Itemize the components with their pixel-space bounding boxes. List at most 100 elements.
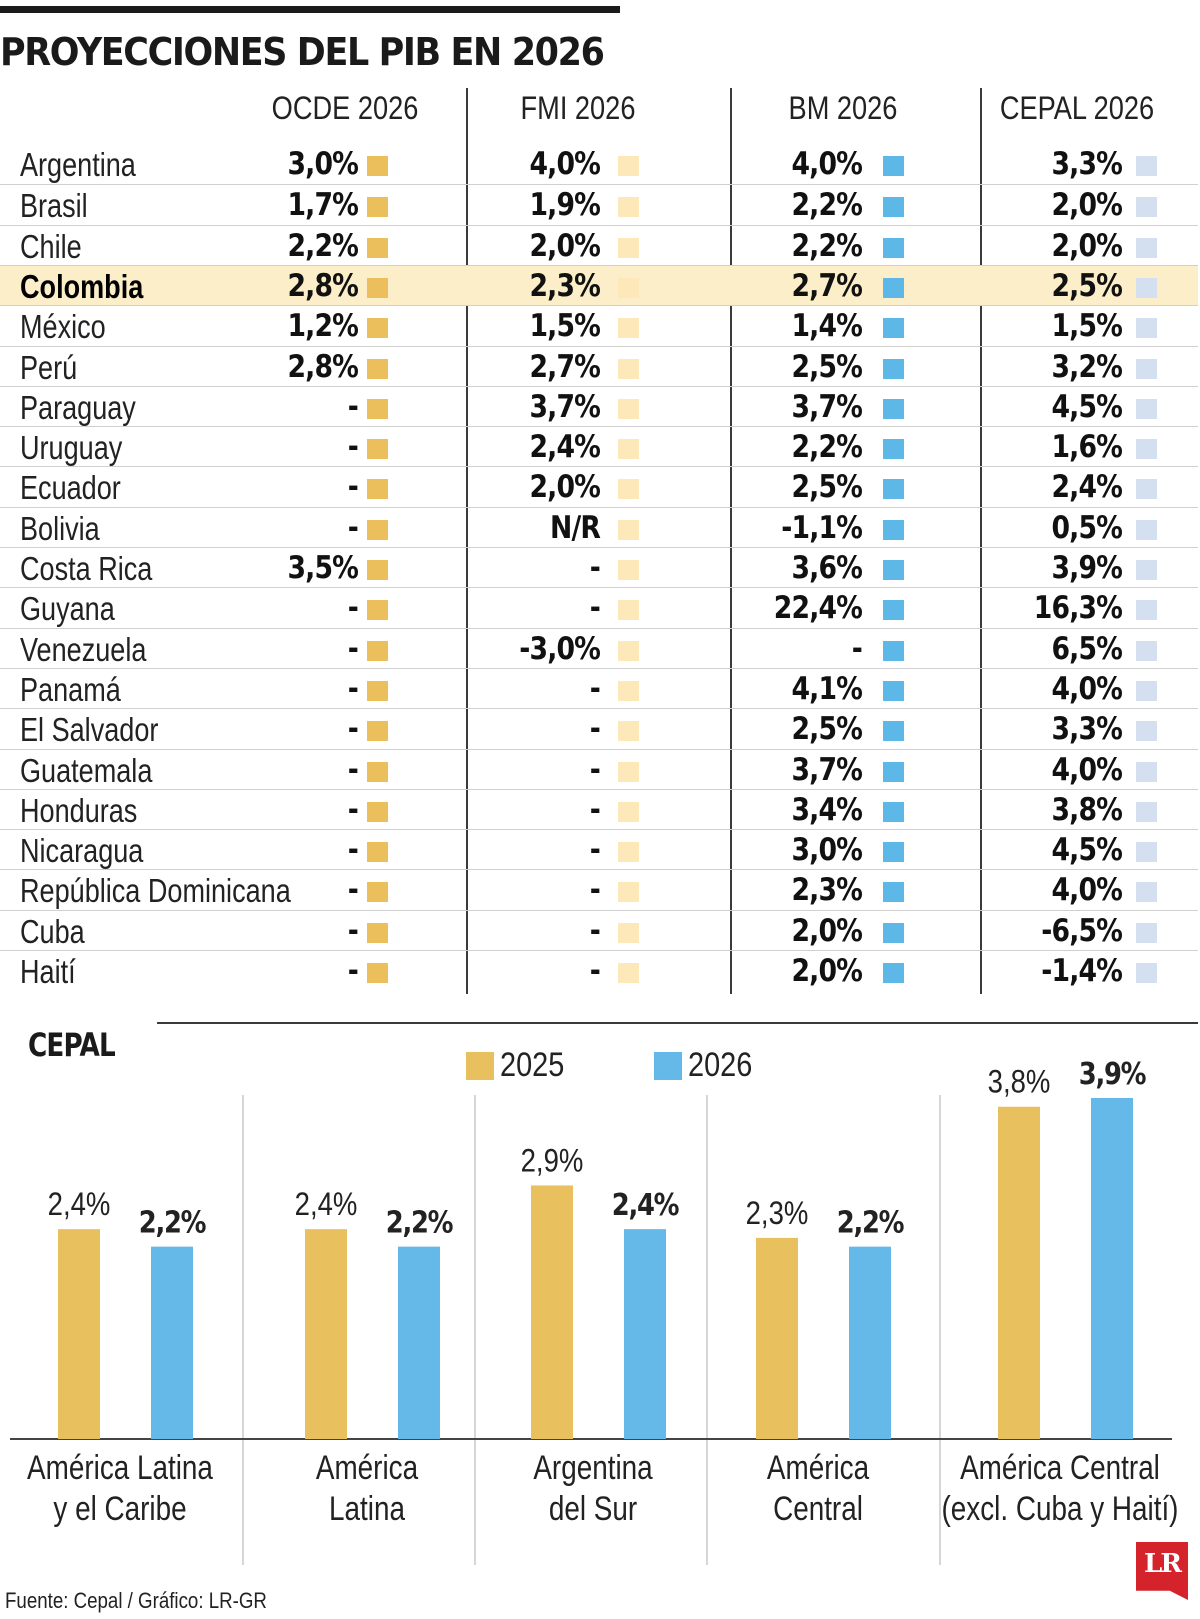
bar-2025 bbox=[756, 1237, 798, 1439]
bar-2026 bbox=[624, 1229, 666, 1439]
marker-bm bbox=[883, 801, 904, 822]
value-fmi: 2,0% bbox=[529, 469, 600, 506]
value-ocde: - bbox=[347, 751, 359, 788]
table-row: Honduras - - 3,4% 3,8% bbox=[0, 788, 1198, 830]
value-ocde: - bbox=[347, 711, 359, 748]
value-bm: 3,0% bbox=[791, 832, 862, 869]
value-cepal: 6,5% bbox=[1051, 630, 1122, 667]
marker-ocde bbox=[367, 358, 388, 379]
country-name: Panamá bbox=[20, 670, 121, 708]
marker-fmi bbox=[618, 640, 639, 661]
column-divider bbox=[730, 88, 732, 994]
marker-cepal bbox=[1136, 560, 1157, 580]
value-bm: 2,0% bbox=[791, 953, 862, 989]
section-divider bbox=[157, 1022, 1198, 1024]
marker-bm bbox=[883, 237, 904, 258]
marker-ocde bbox=[367, 560, 388, 580]
table-row: Haití - - 2,0% -1,4% bbox=[0, 950, 1198, 991]
country-name: Argentina bbox=[20, 146, 136, 183]
value-fmi: 2,3% bbox=[529, 267, 600, 304]
value-ocde: - bbox=[347, 630, 359, 667]
marker-cepal bbox=[1136, 922, 1157, 943]
value-bm: 2,7% bbox=[791, 267, 862, 304]
category-label: América bbox=[316, 1448, 419, 1486]
value-fmi: - bbox=[589, 872, 601, 909]
marker-cepal bbox=[1136, 801, 1157, 822]
marker-bm bbox=[883, 318, 904, 339]
column-header-ocde: OCDE 2026 bbox=[271, 90, 419, 126]
category-label: América Latina bbox=[27, 1448, 214, 1486]
value-bm: 3,4% bbox=[791, 791, 862, 828]
marker-bm bbox=[883, 721, 904, 742]
marker-bm bbox=[883, 963, 904, 983]
table-row: Guatemala - - 3,7% 4,0% bbox=[0, 748, 1198, 790]
value-cepal: -6,5% bbox=[1041, 912, 1123, 949]
value-ocde: 1,7% bbox=[287, 187, 358, 224]
value-bm: 4,1% bbox=[791, 670, 862, 707]
value-cepal: -1,4% bbox=[1041, 953, 1123, 989]
marker-cepal bbox=[1136, 398, 1157, 419]
top-rule bbox=[0, 6, 620, 13]
page-title: PROYECCIONES DEL PIB EN 2026 bbox=[0, 30, 605, 74]
marker-cepal bbox=[1136, 318, 1157, 339]
bar-2025 bbox=[305, 1229, 347, 1439]
marker-ocde bbox=[367, 922, 388, 943]
value-cepal: 2,5% bbox=[1051, 267, 1122, 304]
marker-cepal bbox=[1136, 237, 1157, 258]
table-row: Argentina 3,0% 4,0% 4,0% 3,3% bbox=[0, 144, 1198, 184]
value-cepal: 2,0% bbox=[1051, 227, 1122, 264]
value-bm: 22,4% bbox=[773, 590, 863, 627]
data-label-2026: 2,4% bbox=[612, 1187, 680, 1222]
country-name: Guatemala bbox=[20, 751, 153, 789]
value-fmi: 2,7% bbox=[529, 348, 600, 385]
column-header-bm: BM 2026 bbox=[788, 90, 898, 126]
bar-2025 bbox=[998, 1106, 1040, 1439]
table-row: Colombia 2,8% 2,3% 2,7% 2,5% bbox=[0, 264, 1198, 306]
value-cepal: 3,2% bbox=[1051, 348, 1122, 385]
marker-cepal bbox=[1136, 479, 1157, 500]
value-ocde: - bbox=[347, 832, 359, 869]
marker-cepal bbox=[1136, 842, 1157, 863]
table-row: Brasil 1,7% 1,9% 2,2% 2,0% bbox=[0, 184, 1198, 225]
marker-ocde bbox=[367, 963, 388, 983]
value-ocde: 2,8% bbox=[287, 348, 358, 385]
marker-fmi bbox=[618, 801, 639, 822]
value-bm: 3,7% bbox=[791, 388, 862, 425]
marker-fmi bbox=[618, 277, 639, 298]
marker-fmi bbox=[618, 479, 639, 500]
marker-fmi bbox=[618, 721, 639, 742]
marker-fmi bbox=[618, 680, 639, 701]
marker-ocde bbox=[367, 519, 388, 540]
value-fmi: 2,4% bbox=[529, 429, 600, 466]
marker-ocde bbox=[367, 801, 388, 822]
value-ocde: 3,0% bbox=[287, 146, 358, 182]
country-name: Colombia bbox=[20, 267, 144, 305]
bar-2026 bbox=[151, 1246, 193, 1439]
marker-cepal bbox=[1136, 156, 1157, 176]
bar-2026 bbox=[849, 1246, 891, 1439]
marker-bm bbox=[883, 761, 904, 782]
data-label-2026: 2,2% bbox=[386, 1205, 454, 1240]
data-label-2025: 2,4% bbox=[48, 1187, 111, 1222]
value-fmi: - bbox=[589, 711, 601, 748]
marker-fmi bbox=[618, 882, 639, 903]
bar-2025 bbox=[58, 1229, 100, 1439]
source-note: Fuente: Cepal / Gráfico: LR-GR bbox=[5, 1588, 267, 1613]
data-label-2025: 2,4% bbox=[295, 1187, 358, 1222]
value-fmi: 3,7% bbox=[529, 388, 600, 425]
value-cepal: 4,5% bbox=[1051, 388, 1122, 425]
category-label: (excl. Cuba y Haití) bbox=[942, 1489, 1179, 1527]
value-ocde: - bbox=[347, 953, 359, 989]
legend-swatch-2026 bbox=[654, 1052, 682, 1080]
marker-ocde bbox=[367, 318, 388, 339]
value-ocde: - bbox=[347, 872, 359, 909]
value-fmi: - bbox=[589, 791, 601, 828]
table-row: Paraguay - 3,7% 3,7% 4,5% bbox=[0, 385, 1198, 427]
marker-ocde bbox=[367, 197, 388, 218]
chart-title: CEPAL bbox=[28, 1026, 116, 1064]
marker-ocde bbox=[367, 479, 388, 500]
marker-fmi bbox=[618, 922, 639, 943]
country-name: República Dominicana bbox=[20, 872, 291, 910]
table-row: Cuba - - 2,0% -6,5% bbox=[0, 909, 1198, 951]
marker-cepal bbox=[1136, 721, 1157, 742]
